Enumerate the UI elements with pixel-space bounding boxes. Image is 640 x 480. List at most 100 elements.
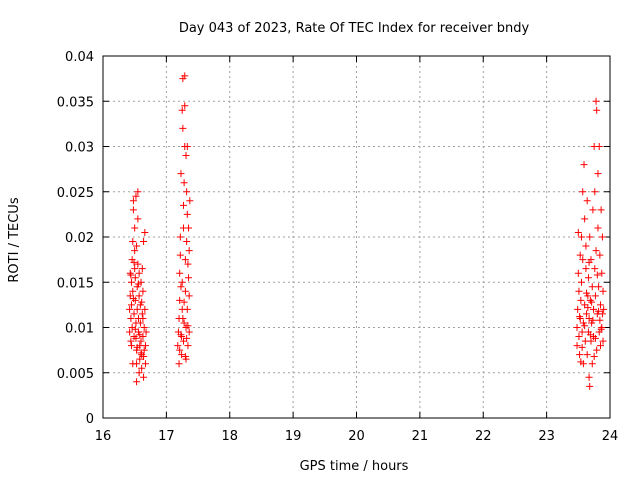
grid-lines: [103, 56, 610, 418]
data-point: [180, 298, 188, 306]
data-point: [185, 274, 193, 282]
data-point: [134, 260, 142, 268]
x-tick-label: 22: [475, 429, 492, 444]
data-point: [183, 238, 191, 246]
data-point: [578, 328, 586, 336]
data-point: [178, 278, 186, 286]
data-point: [573, 324, 581, 331]
data-point: [595, 307, 603, 315]
data-point: [180, 319, 188, 327]
x-axis-ticks: 16 17 18 19 20 21 22 23 24: [95, 56, 619, 444]
data-point: [591, 292, 599, 300]
data-point: [578, 343, 586, 351]
data-point: [183, 334, 191, 342]
data-point: [575, 333, 583, 341]
data-point: [184, 260, 192, 268]
data-point: [599, 337, 607, 345]
data-point: [136, 331, 144, 339]
data-point: [596, 342, 604, 350]
data-point: [131, 325, 139, 333]
data-point: [132, 334, 140, 342]
data-point: [140, 238, 148, 246]
data-point: [131, 274, 139, 282]
data-point: [127, 314, 135, 322]
data-point: [581, 322, 589, 330]
data-point: [577, 296, 585, 304]
data-point: [139, 333, 147, 341]
data-point: [181, 102, 189, 110]
data-point: [176, 296, 184, 304]
data-point: [598, 310, 606, 318]
data-point: [588, 298, 596, 306]
data-point: [127, 271, 135, 279]
data-point: [138, 310, 146, 318]
data-point: [600, 305, 608, 313]
data-point: [181, 72, 189, 80]
data-point: [589, 206, 597, 214]
data-point: [174, 342, 182, 350]
data-point: [136, 355, 144, 363]
y-tick-label: 0.035: [57, 95, 94, 110]
data-point: [579, 188, 587, 196]
data-point: [128, 342, 136, 350]
data-point: [126, 328, 134, 336]
data-point: [575, 287, 583, 295]
data-point: [183, 143, 191, 150]
data-point: [597, 206, 605, 214]
data-point: [580, 161, 588, 169]
data-point: [129, 197, 137, 205]
data-point: [183, 188, 191, 196]
data-point: [135, 369, 143, 377]
data-point: [586, 382, 594, 390]
data-point: [141, 305, 149, 313]
data-point: [128, 301, 136, 309]
y-tick-label: 0.04: [65, 50, 94, 65]
data-point: [576, 251, 584, 259]
data-point: [138, 265, 146, 273]
data-point: [132, 192, 140, 200]
data-point: [595, 283, 603, 291]
data-point: [129, 238, 137, 246]
data-point: [131, 265, 139, 273]
x-tick-label: 24: [602, 429, 619, 444]
data-point: [598, 269, 606, 277]
data-point: [181, 287, 189, 295]
data-point: [589, 316, 597, 324]
data-point: [131, 296, 139, 304]
data-point: [129, 295, 137, 303]
data-point: [181, 256, 189, 264]
data-point: [582, 242, 590, 250]
data-point: [593, 271, 601, 279]
data-point: [140, 352, 148, 360]
data-point: [585, 314, 593, 322]
data-points: [126, 72, 608, 390]
data-point: [185, 224, 193, 232]
data-point: [591, 188, 599, 196]
data-point: [582, 265, 590, 273]
data-point: [574, 269, 582, 277]
y-tick-label: 0.01: [65, 322, 94, 337]
data-point: [129, 287, 137, 295]
data-point: [186, 197, 194, 205]
data-point: [177, 170, 185, 178]
data-point: [178, 106, 186, 114]
data-point: [596, 316, 604, 324]
x-tick-label: 16: [95, 429, 112, 444]
data-point: [131, 224, 139, 232]
data-point: [592, 97, 600, 105]
data-point: [137, 337, 145, 345]
x-tick-label: 23: [538, 429, 555, 444]
data-point: [594, 224, 602, 232]
data-point: [182, 324, 190, 331]
data-point: [135, 269, 143, 277]
data-point: [181, 352, 189, 360]
data-point: [128, 278, 136, 286]
data-point: [185, 292, 193, 300]
data-point: [588, 360, 596, 368]
data-point: [590, 352, 598, 360]
data-point: [574, 228, 582, 236]
x-tick-label: 20: [348, 429, 365, 444]
data-point: [586, 331, 594, 339]
data-point: [585, 258, 593, 266]
data-point: [596, 251, 604, 259]
